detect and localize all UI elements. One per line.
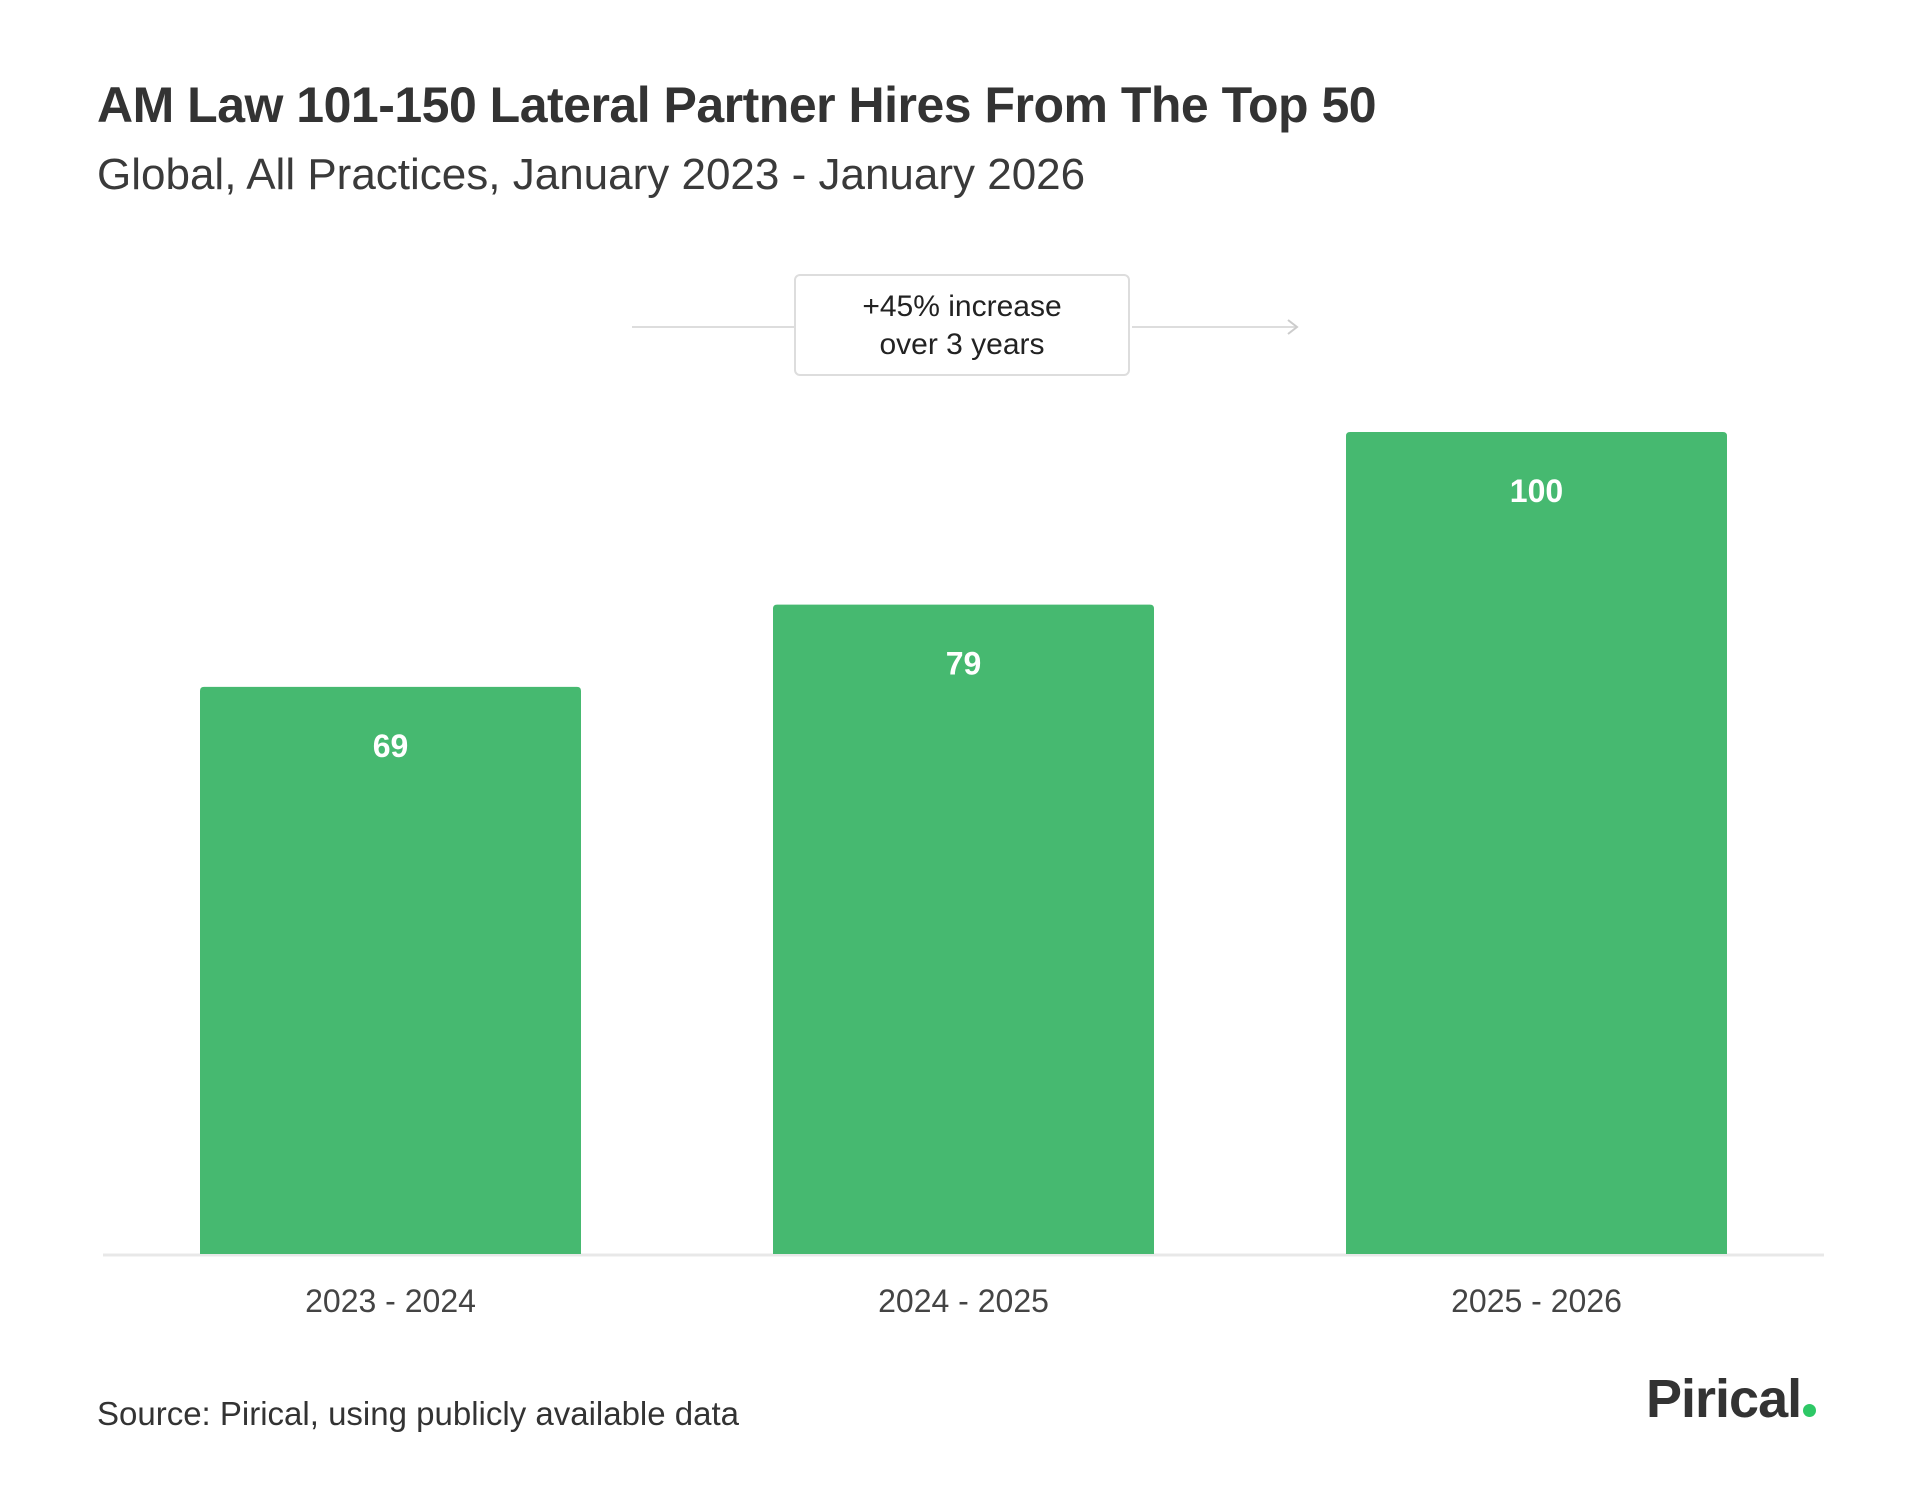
chart-subtitle: Global, All Practices, January 2023 - Ja… — [97, 150, 1086, 199]
logo-dot-icon — [1803, 1404, 1817, 1417]
x-tick-label: 2025 - 2026 — [1451, 1283, 1622, 1319]
annotation-box: +45% increase over 3 years — [794, 274, 1130, 376]
logo-text: Pirical — [1646, 1369, 1802, 1429]
bar — [1346, 432, 1727, 1254]
bar-value-label: 69 — [373, 728, 409, 764]
arrow-head-icon — [1287, 319, 1299, 335]
annotation-line1: +45% increase — [862, 290, 1062, 323]
chart-title: AM Law 101-150 Lateral Partner Hires Fro… — [97, 77, 1377, 133]
annotation-line2: over 3 years — [879, 328, 1045, 361]
pirical-logo: Pirical — [1646, 1368, 1817, 1430]
source-note: Source: Pirical, using publicly availabl… — [97, 1395, 740, 1432]
bar — [773, 604, 1154, 1254]
x-tick-label: 2023 - 2024 — [305, 1283, 476, 1319]
bar-value-label: 79 — [946, 646, 982, 682]
x-tick-label: 2024 - 2025 — [878, 1283, 1049, 1319]
bar-value-label: 100 — [1510, 473, 1563, 509]
bar — [200, 686, 581, 1254]
